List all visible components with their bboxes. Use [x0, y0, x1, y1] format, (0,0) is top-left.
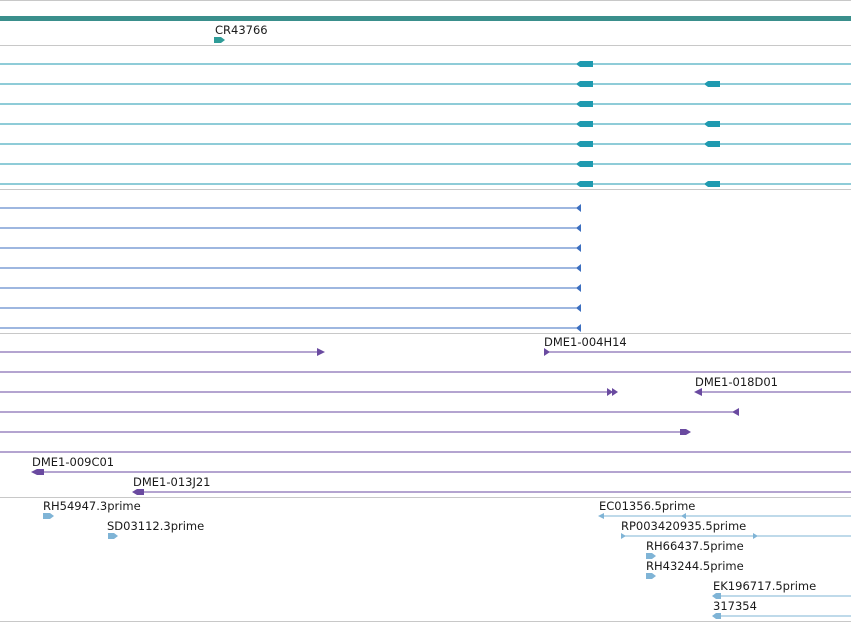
gene-band[interactable]	[0, 16, 851, 21]
exon-arrow-icon	[576, 81, 593, 87]
left-arrow-icon	[576, 304, 581, 312]
est-label: RH54947.3prime	[43, 499, 141, 513]
left-arrow-icon	[681, 513, 686, 519]
est-label: EC01356.5prime	[599, 499, 695, 513]
est-arrow-icon[interactable]	[646, 573, 656, 579]
exon-arrow-icon	[704, 121, 720, 127]
left-arrow-icon	[576, 324, 581, 332]
mrna-group[interactable]	[0, 204, 581, 332]
left-arrow-icon	[576, 264, 581, 272]
bac-label: DME1-013J21	[133, 475, 211, 489]
est-label: 317354	[713, 599, 757, 613]
left-arrow-icon	[732, 408, 739, 416]
left-arrow-icon	[132, 489, 144, 495]
bac-label: DME1-009C01	[32, 455, 114, 469]
est-arrow-icon[interactable]	[108, 533, 118, 539]
left-arrow-icon	[576, 204, 581, 212]
right-arrow-icon	[680, 429, 691, 435]
est-label: RP003420935.5prime	[621, 519, 746, 533]
exon-arrow-icon	[576, 101, 593, 107]
left-arrow-icon	[31, 469, 44, 475]
left-arrow-icon	[598, 513, 604, 519]
right-arrow-icon	[621, 533, 626, 539]
est-arrow-icon[interactable]	[43, 513, 54, 519]
est-label: RH66437.5prime	[646, 539, 744, 553]
bac-clone-group[interactable]	[0, 348, 851, 495]
est-label: RH43244.5prime	[646, 559, 744, 573]
gene-arrow-icon	[214, 37, 225, 43]
left-arrow-icon	[576, 224, 581, 232]
left-arrow-icon	[712, 613, 721, 619]
exon-arrow-icon	[576, 61, 593, 67]
left-arrow-icon	[694, 388, 702, 396]
est-label: SD03112.3prime	[107, 519, 204, 533]
left-arrow-icon	[712, 593, 721, 599]
transcript-group[interactable]	[0, 61, 851, 187]
bac-label: DME1-018D01	[695, 375, 778, 389]
est-arrow-icon[interactable]	[646, 553, 656, 559]
est-label: EK196717.5prime	[713, 579, 816, 593]
left-arrow-icon	[576, 284, 581, 292]
exon-arrow-icon	[704, 181, 720, 187]
bac-label: DME1-004H14	[544, 335, 627, 349]
gene-feature-cr43766[interactable]: CR43766	[214, 23, 268, 43]
right-arrow-icon	[753, 533, 758, 539]
left-arrow-icon	[576, 244, 581, 252]
right-arrow-icon	[612, 388, 618, 396]
gene-label: CR43766	[215, 23, 268, 37]
exon-arrow-icon	[704, 141, 720, 147]
exon-arrow-icon	[576, 121, 593, 127]
exon-arrow-icon	[576, 181, 593, 187]
est-group[interactable]	[43, 513, 851, 619]
exon-arrow-icon	[576, 141, 593, 147]
exon-arrow-icon	[704, 81, 720, 87]
right-arrow-icon	[317, 348, 325, 356]
right-arrow-icon	[544, 348, 550, 356]
right-arrow-icon	[607, 388, 613, 396]
exon-arrow-icon	[576, 161, 593, 167]
